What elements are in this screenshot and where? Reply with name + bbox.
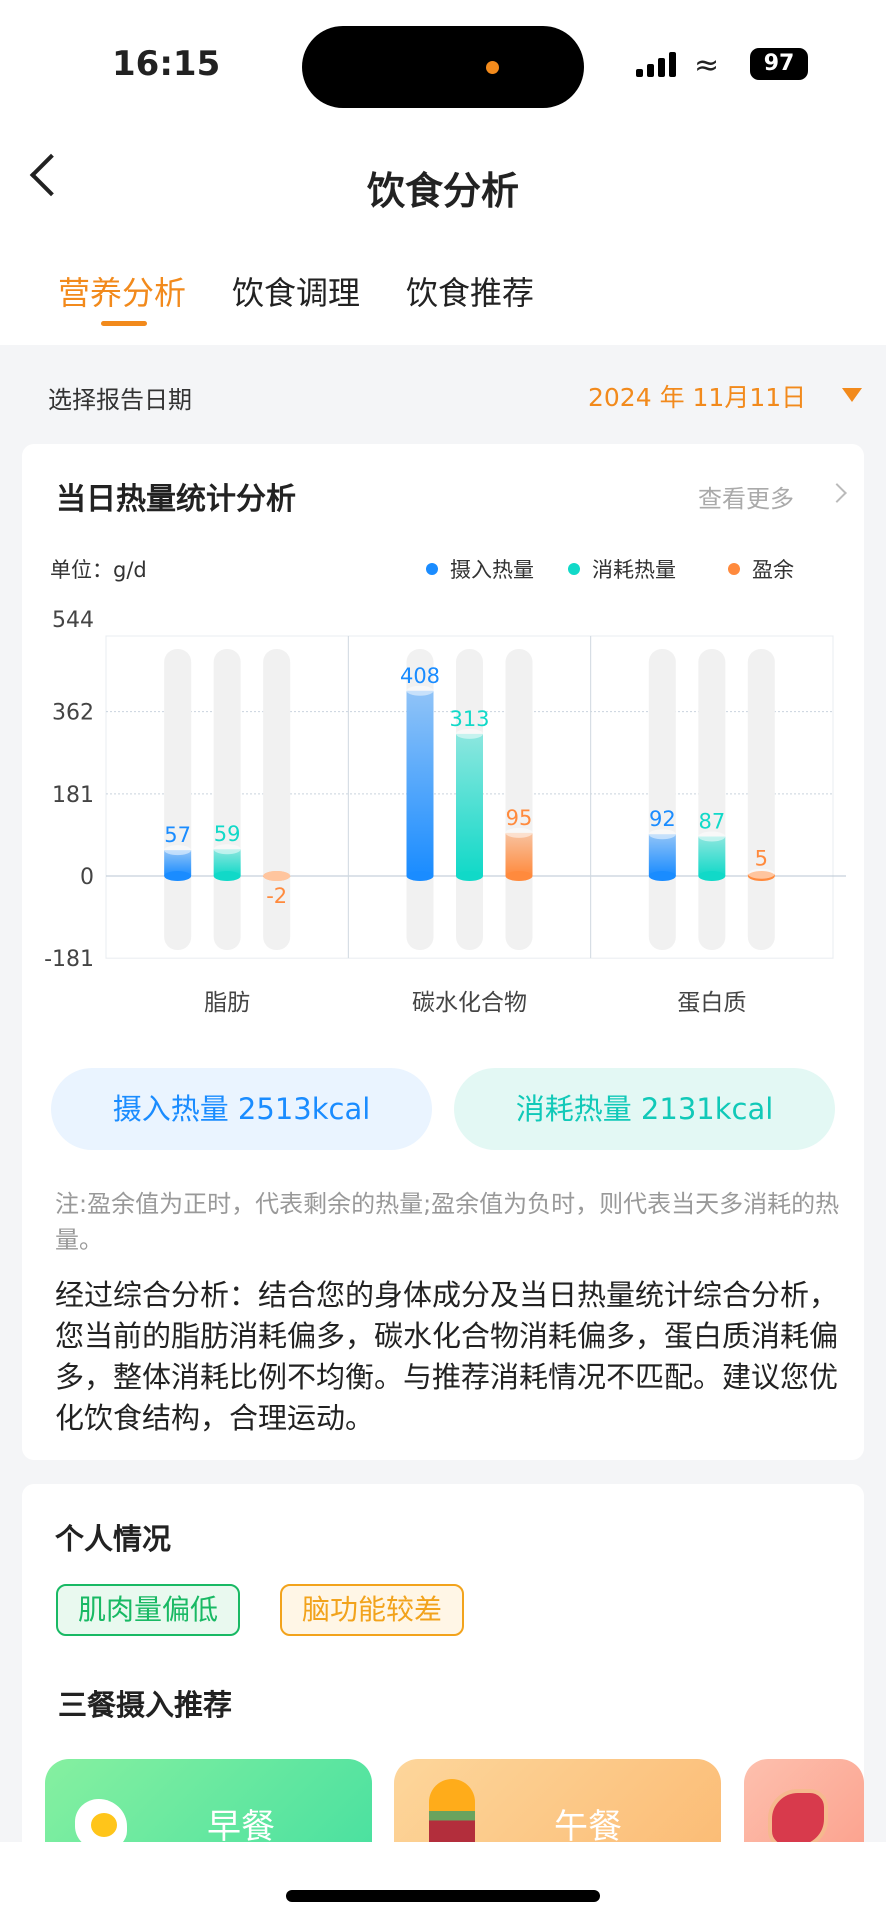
bar-cap (648, 829, 676, 840)
bar-base (648, 871, 676, 881)
bar-base (505, 871, 533, 881)
y-tick-label: 0 (80, 865, 94, 890)
meal-label: 早餐 (207, 1807, 275, 1847)
intake-total: 摄入热量 2513kcal (51, 1068, 432, 1150)
bar-base (698, 871, 726, 881)
bar-cap (406, 685, 434, 696)
personal-title: 个人情况 (55, 1522, 172, 1556)
tag-muscle-low: 肌肉量偏低 (56, 1584, 241, 1636)
bar-track (164, 649, 192, 950)
legend: 摄入热量 消耗热量 盈余 (426, 554, 794, 584)
data-label: 59 (214, 822, 241, 846)
battery-icon: 97 (750, 48, 808, 80)
chevron-right-icon[interactable] (827, 483, 847, 503)
fried-egg-icon (75, 1799, 127, 1849)
bar-cap (747, 868, 775, 879)
data-label: 5 (755, 847, 768, 871)
home-bar-area (0, 1842, 886, 1920)
heat-card: 当日热量统计分析 查看更多 单位：g/d 摄入热量 消耗热量 盈余 (22, 444, 864, 1460)
tab-bar: 营养分析 饮食调理 饮食推荐 (58, 268, 534, 314)
heat-chart: 544 362 181 0 -181 脂肪 57 59 -2 碳水化合物 408 313 95 蛋白质 92… (44, 608, 846, 1016)
bar-base (213, 871, 241, 881)
bar-base (456, 871, 483, 881)
data-label: 408 (400, 664, 440, 688)
data-label: 313 (449, 707, 489, 731)
analysis-text: 经过综合分析：结合您的身体成分及当日热量统计综合分析，您当前的脂肪消耗偏多，碳水… (55, 1278, 839, 1435)
y-tick-label: -181 (44, 947, 94, 972)
bar-track (505, 649, 533, 950)
y-tick-label: 544 (52, 608, 94, 633)
tab-indicator (101, 321, 147, 326)
bar-cap (698, 831, 726, 842)
bar-base (406, 871, 434, 881)
y-tick-label: 181 (52, 783, 94, 808)
bar (406, 690, 434, 876)
status-time: 16:15 (112, 44, 221, 84)
plot-frame (105, 635, 834, 959)
steak-icon (768, 1789, 828, 1849)
tab-diet-care[interactable]: 饮食调理 (232, 274, 361, 312)
x-tick-label: 蛋白质 (677, 990, 746, 1016)
legend-surplus: 盈余 (728, 554, 794, 584)
tag-brain-poor: 脑功能较差 (280, 1584, 465, 1636)
dynamic-island (302, 26, 584, 108)
bar-track (648, 649, 676, 950)
data-label: -2 (266, 884, 287, 908)
bar-cap (213, 844, 241, 855)
bar-cap (505, 827, 533, 838)
dropdown-icon[interactable] (842, 388, 862, 402)
bar-track (213, 649, 241, 950)
bar (648, 834, 676, 876)
legend-burn: 消耗热量 (568, 554, 676, 584)
burn-total: 消耗热量 2131kcal (454, 1068, 835, 1150)
meal-label: 午餐 (554, 1807, 622, 1847)
bar-base (164, 871, 192, 881)
bar-track (747, 649, 775, 950)
bar-track (698, 649, 726, 950)
page-title: 饮食分析 (366, 169, 519, 213)
x-tick-label: 碳水化合物 (412, 990, 527, 1016)
unit-label: 单位：g/d (50, 558, 147, 582)
bar-cap (456, 728, 483, 739)
bar (698, 836, 726, 876)
meals-title: 三餐摄入推荐 (58, 1688, 233, 1722)
data-label: 92 (649, 807, 676, 831)
signal-icon (636, 52, 676, 77)
wifi-icon: ≈ (694, 48, 720, 83)
data-label: 57 (164, 823, 191, 847)
home-indicator[interactable] (286, 1890, 600, 1902)
data-label: 87 (698, 809, 725, 833)
y-tick-label: 362 (52, 701, 94, 726)
date-picker[interactable]: 2024 年 11月11日 (588, 383, 807, 412)
card-title: 当日热量统计分析 (56, 482, 296, 517)
tab-nutrition[interactable]: 营养分析 (58, 274, 187, 312)
bar-cap (263, 871, 291, 881)
x-tick-label: 脂肪 (204, 990, 250, 1016)
bar (456, 733, 483, 876)
legend-intake: 摄入热量 (426, 554, 534, 584)
note-text: 注:盈余值为正时，代表剩余的热量;盈余值为负时，则代表当天多消耗的热量。 (55, 1190, 840, 1254)
bar-cap (164, 845, 192, 856)
view-more-link[interactable]: 查看更多 (698, 485, 794, 513)
tab-diet-recommend[interactable]: 饮食推荐 (406, 274, 535, 312)
data-label: 95 (506, 806, 533, 830)
date-label: 选择报告日期 (48, 386, 192, 414)
bar (505, 832, 533, 876)
